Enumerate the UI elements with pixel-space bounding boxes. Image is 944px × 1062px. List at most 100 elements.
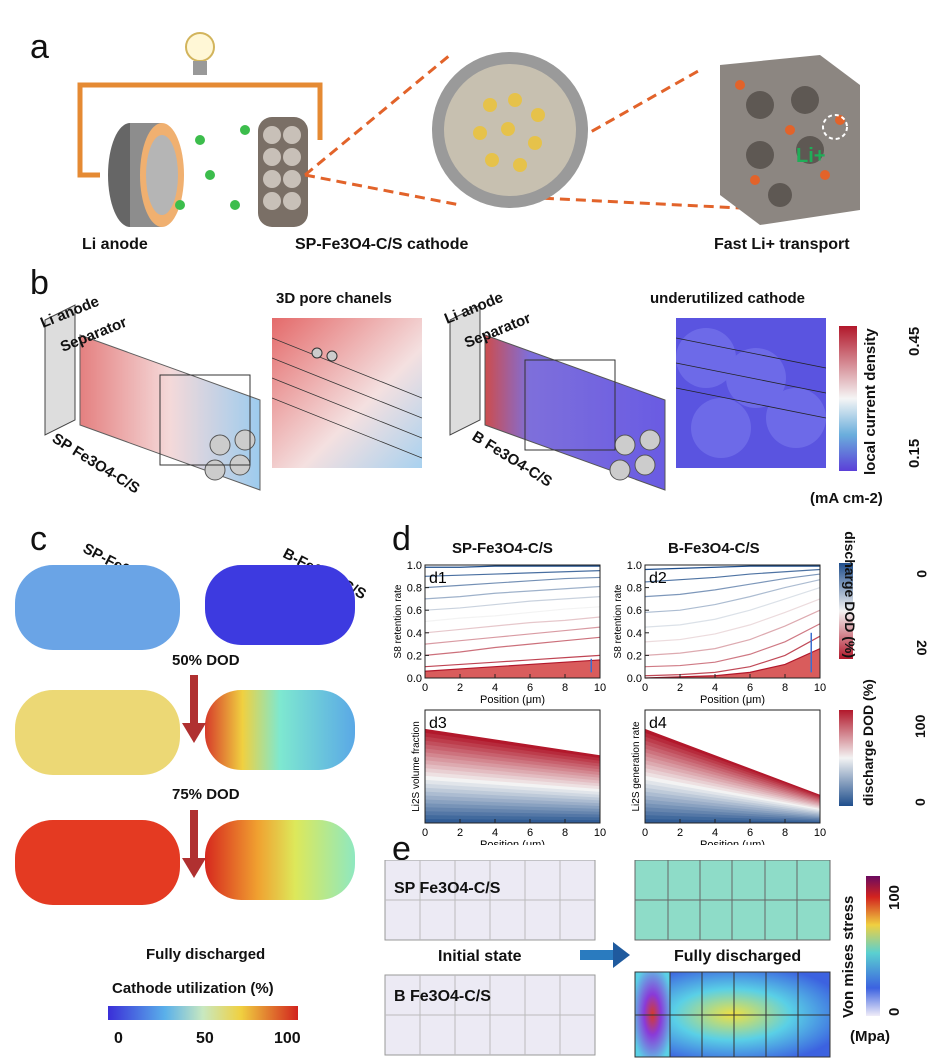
panel-d-charts: 0 2 4 6 8 10 0.0 0.2 0.4 0.6 0.8 1.0 Position (μm) S8… bbox=[393, 560, 826, 845]
sub-label-d1: d1 bbox=[429, 570, 447, 587]
caption-cathode: SP-Fe3O4-C/S cathode bbox=[295, 236, 469, 253]
y-tick-label: 0.4 bbox=[627, 628, 642, 640]
x-tick-label: 0 bbox=[422, 827, 428, 839]
x-tick-label: 0 bbox=[422, 682, 428, 694]
x-tick-label: 10 bbox=[594, 682, 606, 694]
d-colorbar-top bbox=[839, 563, 853, 659]
b-underutilized-zoom bbox=[676, 318, 826, 468]
fill-d1 bbox=[425, 659, 600, 678]
series-line bbox=[424, 576, 601, 589]
sub-label-d4: d4 bbox=[649, 715, 667, 732]
x-tick-label: 6 bbox=[527, 682, 533, 694]
area-band bbox=[645, 819, 820, 823]
plot-frame bbox=[644, 564, 821, 679]
c-state-75: 75% DOD bbox=[172, 786, 240, 803]
plot-frame bbox=[424, 709, 601, 824]
d-cb-bottom-min: 0 bbox=[912, 798, 928, 806]
li-plus-marker: Li+ bbox=[796, 145, 826, 167]
y-tick-label: 0.0 bbox=[407, 673, 422, 685]
panel-label-b: b bbox=[30, 264, 49, 302]
x-tick-label: 2 bbox=[677, 827, 683, 839]
y-tick-label: 0.2 bbox=[407, 650, 422, 662]
b-title-underutilized: underutilized cathode bbox=[650, 290, 806, 307]
y-axis-label: S8 retention rate bbox=[613, 584, 624, 658]
y-axis-label: Li2S generation rate bbox=[631, 721, 642, 812]
b-colorbar-min: 0.15 bbox=[906, 438, 923, 468]
x-tick-label: 4 bbox=[492, 827, 498, 839]
d-cb-top-title: discharge DOD (%) bbox=[842, 531, 858, 658]
series-line bbox=[424, 585, 601, 600]
y-axis-label: Li2S volume fraction bbox=[411, 721, 422, 812]
x-tick-label: 10 bbox=[814, 827, 826, 839]
e-sp-label: SP Fe3O4-C/S bbox=[394, 880, 501, 897]
series-line bbox=[644, 579, 821, 614]
c-state-50: 50% DOD bbox=[172, 652, 240, 669]
x-axis-label: Position (μm) bbox=[700, 839, 765, 845]
e-colorbar-title: Von mises stress bbox=[840, 895, 857, 1018]
series-line bbox=[424, 606, 601, 623]
plot-frame bbox=[644, 709, 821, 824]
b-colorbar bbox=[839, 326, 857, 471]
d-cb-top-max: 20 bbox=[914, 640, 930, 656]
y-tick-label: 0.0 bbox=[627, 673, 642, 685]
c-util-tick-100: 100 bbox=[274, 1030, 301, 1047]
x-tick-label: 0 bbox=[642, 827, 648, 839]
series-line bbox=[644, 573, 821, 598]
x-tick-label: 10 bbox=[594, 827, 606, 839]
b-colorbar-max: 0.45 bbox=[906, 326, 923, 356]
c-util-tick-50: 50 bbox=[196, 1030, 214, 1047]
x-tick-label: 8 bbox=[562, 682, 568, 694]
sub-label-d3: d3 bbox=[429, 715, 447, 732]
panel-label-d: d bbox=[392, 520, 411, 558]
panel-a-illustration bbox=[77, 32, 860, 227]
series-line bbox=[424, 659, 601, 672]
series-line bbox=[644, 598, 821, 643]
series-line bbox=[425, 565, 600, 568]
d-cb-bottom-title: discharge DOD (%) bbox=[860, 679, 876, 806]
panel-b-right-model bbox=[449, 304, 666, 491]
e-initial-label: Initial state bbox=[438, 948, 522, 965]
d-cb-top-min: 0 bbox=[914, 570, 930, 578]
e-colorbar-max: 100 bbox=[886, 884, 903, 910]
x-axis-label: Position (μm) bbox=[480, 839, 545, 845]
b-pore-zoom bbox=[272, 318, 422, 468]
x-tick-label: 2 bbox=[457, 682, 463, 694]
panel-label-e: e bbox=[392, 830, 411, 868]
series-line bbox=[644, 565, 820, 571]
series-line bbox=[424, 636, 601, 656]
y-tick-label: 0.6 bbox=[407, 605, 422, 617]
caption-fast-transport: Fast Li+ transport bbox=[714, 236, 850, 253]
x-tick-label: 6 bbox=[747, 682, 753, 694]
e-final-label: Fully discharged bbox=[674, 948, 802, 965]
y-tick-label: 0.6 bbox=[627, 605, 642, 617]
y-tick-label: 0.4 bbox=[407, 628, 422, 640]
x-tick-label: 4 bbox=[712, 827, 718, 839]
chart-d1: 0 2 4 6 8 10 0.0 0.2 0.4 0.6 0.8 1.0 Position (μm) S8… bbox=[393, 560, 606, 706]
x-tick-label: 6 bbox=[527, 827, 533, 839]
chart-d4: 0 2 4 6 8 10 Position (μm) Li2S generation rate… bbox=[631, 709, 826, 845]
x-tick-label: 0 bbox=[642, 682, 648, 694]
panel-e-grids bbox=[384, 860, 831, 1058]
y-axis-label: S8 retention rate bbox=[393, 584, 404, 658]
sp-sphere-icon bbox=[432, 52, 588, 208]
e-colorbar bbox=[866, 876, 880, 1016]
series-line bbox=[424, 616, 601, 634]
series-line bbox=[644, 609, 821, 656]
series-line bbox=[644, 587, 821, 628]
series-line bbox=[644, 648, 821, 679]
x-tick-label: 8 bbox=[782, 682, 788, 694]
x-tick-label: 4 bbox=[712, 682, 718, 694]
x-tick-label: 8 bbox=[782, 827, 788, 839]
chart-d2: 0 2 4 6 8 10 0.0 0.2 0.4 0.6 0.8 1.0 Position (μm) S8… bbox=[613, 560, 826, 706]
x-tick-label: 2 bbox=[457, 827, 463, 839]
d-colorbar-bottom bbox=[839, 710, 853, 806]
y-tick-label: 0.8 bbox=[627, 583, 642, 595]
x-tick-label: 8 bbox=[562, 827, 568, 839]
series-line bbox=[424, 596, 601, 611]
x-axis-label: Position (μm) bbox=[700, 694, 765, 706]
e-colorbar-min: 0 bbox=[886, 1007, 903, 1016]
bulb-icon bbox=[185, 32, 215, 75]
e-b-label: B Fe3O4-C/S bbox=[394, 988, 491, 1005]
porous-cube-icon bbox=[720, 55, 860, 225]
series-line bbox=[424, 570, 601, 577]
